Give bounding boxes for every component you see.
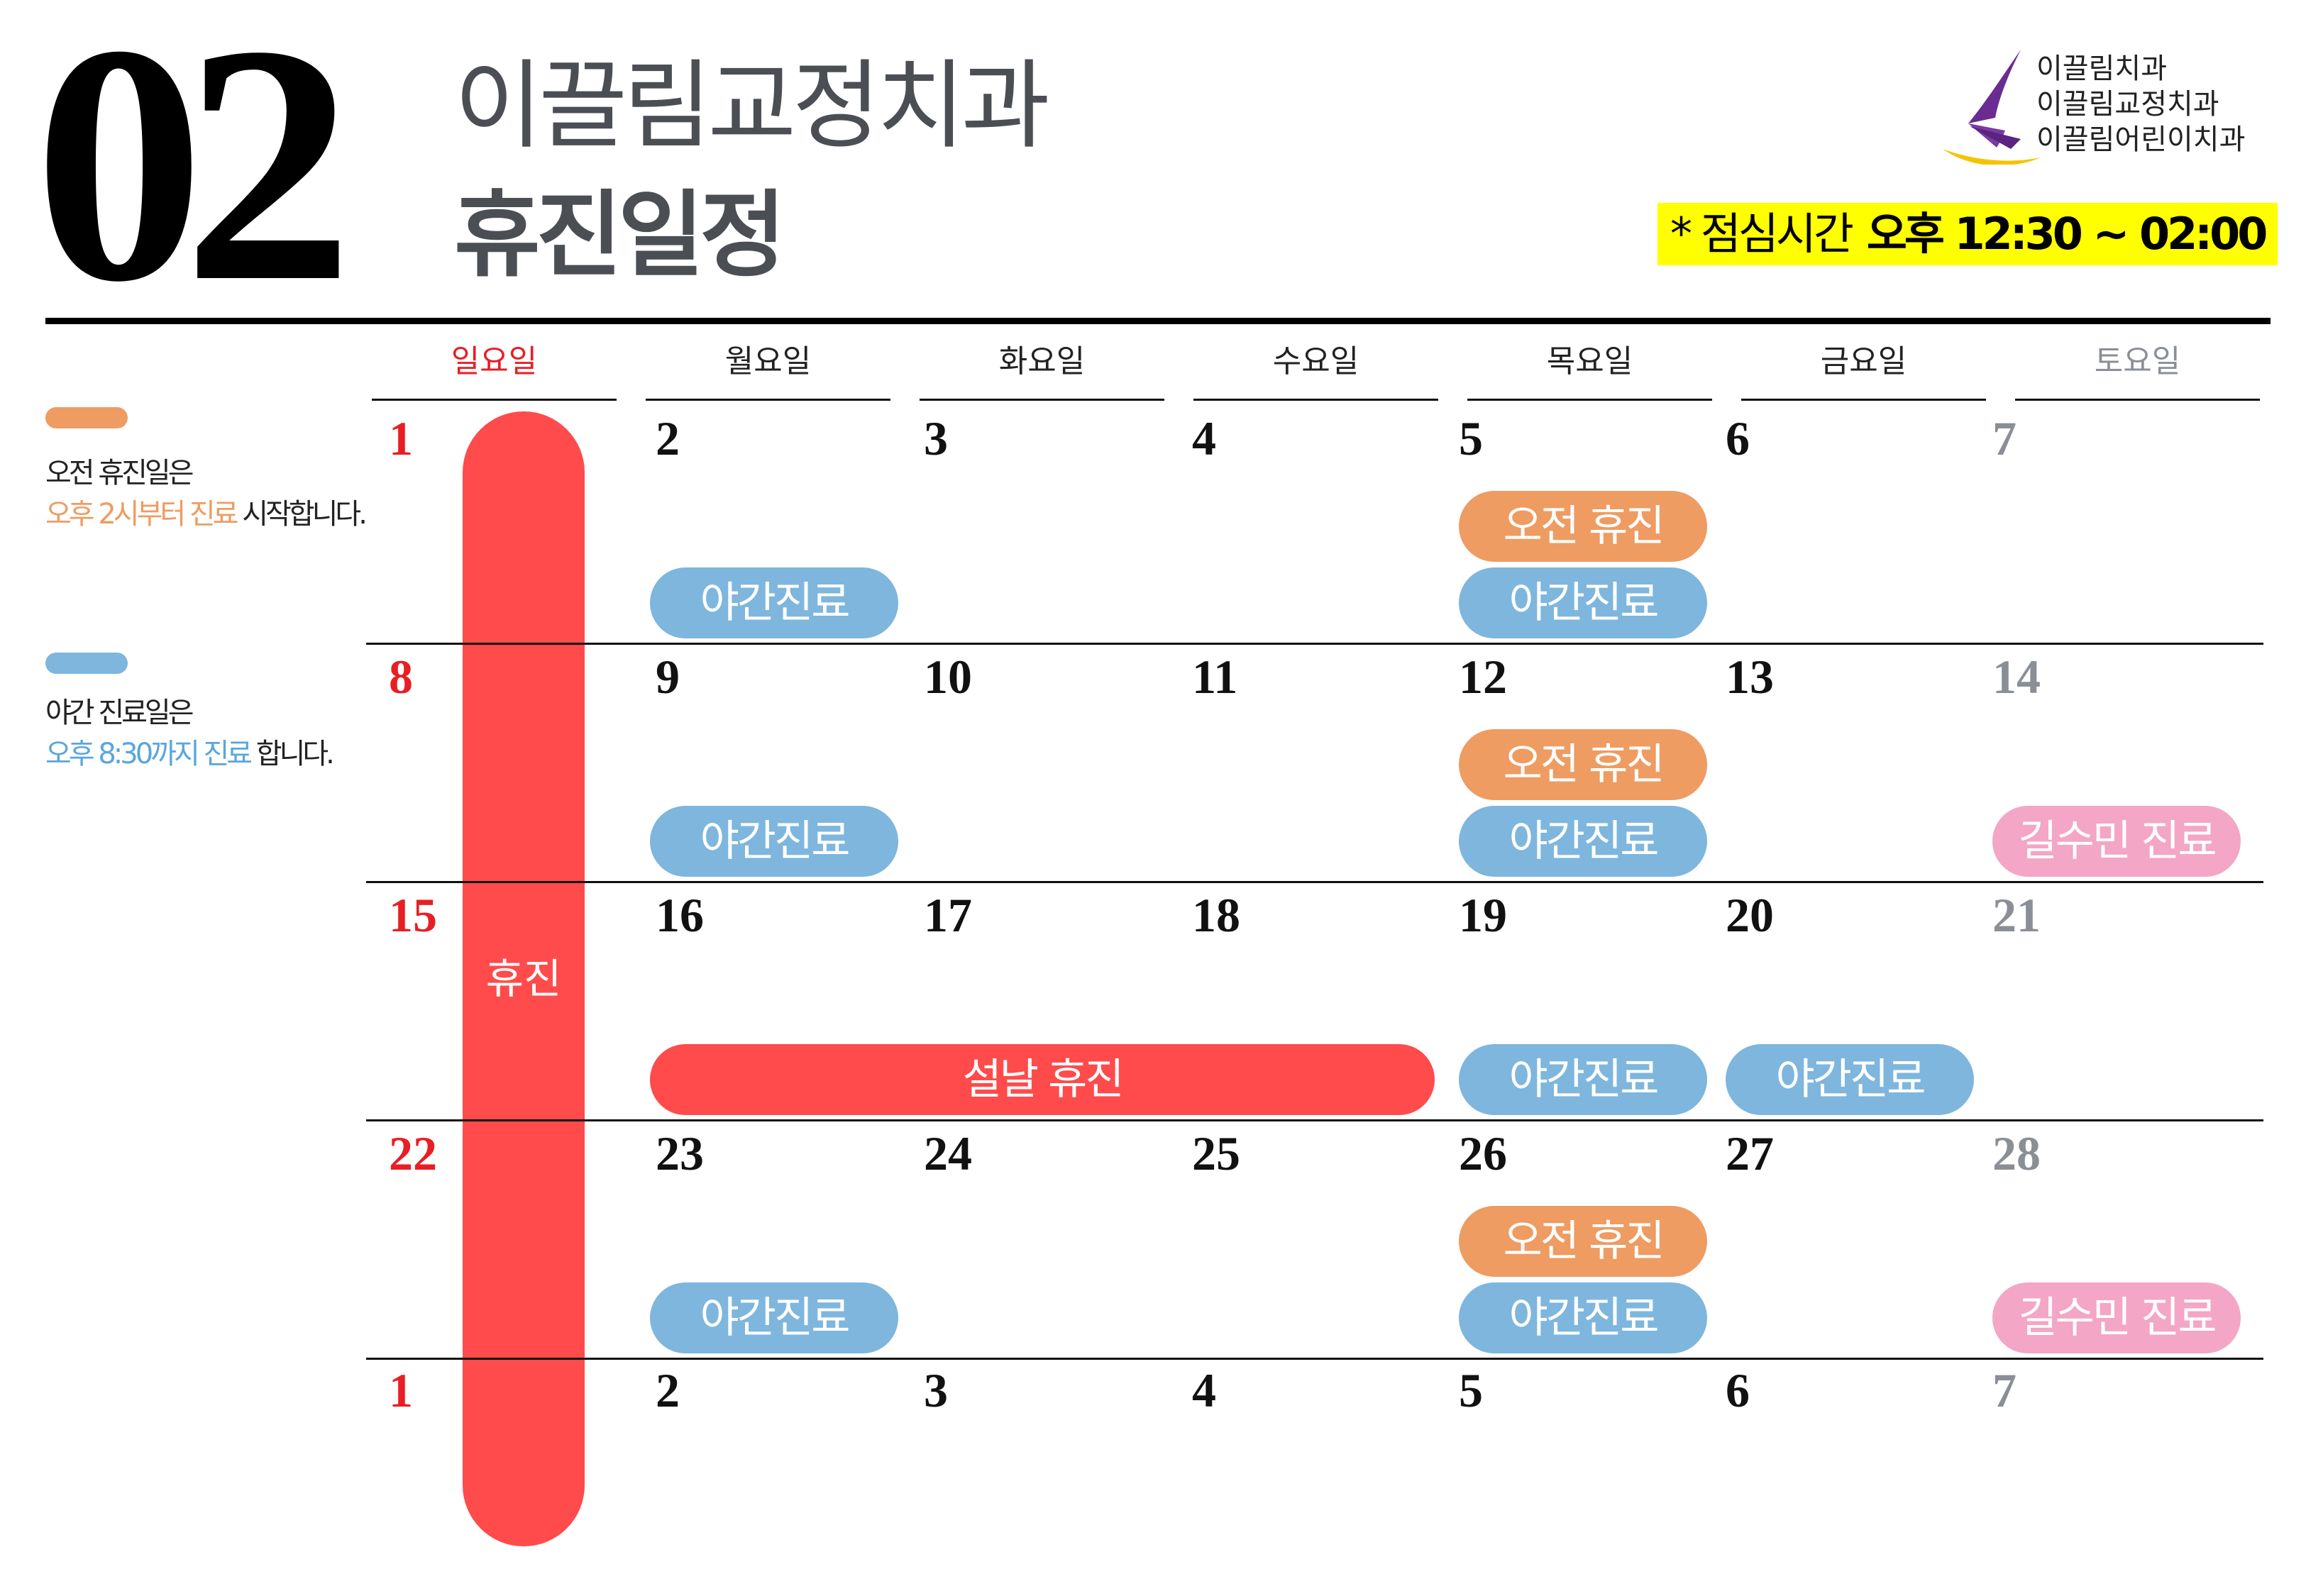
weekday-saturday: 토요일 xyxy=(2094,343,2181,379)
date-number: 24 xyxy=(924,1126,972,1180)
sunday-closed-label: 휴진 xyxy=(485,955,562,1003)
date-number: 2 xyxy=(656,1363,680,1417)
legend-line: 오전 휴진일은 xyxy=(45,457,194,489)
week-divider xyxy=(366,1358,2263,1360)
brand-name: 이끌림어린이치과 xyxy=(2036,123,2246,156)
date-number: 16 xyxy=(656,888,704,942)
sunday-closed-bar xyxy=(463,411,585,1546)
lunch-label: * 점심시간 xyxy=(1670,208,1854,260)
legend-morning-closed: 오전 휴진일은 오후 2시부터 진료 시작합니다. xyxy=(45,453,368,535)
event-pill-night-clinic: 야간진료 xyxy=(650,1282,898,1353)
event-pill-night-clinic: 야간진료 xyxy=(1459,806,1707,877)
lunch-time: 오후 12:30 ~ 02:00 xyxy=(1866,208,2268,260)
date-number: 1 xyxy=(389,411,413,465)
date-number: 28 xyxy=(1992,1126,2041,1180)
clinic-name: 이끌림교정치과 xyxy=(454,50,1050,162)
date-number: 14 xyxy=(1992,650,2041,704)
weekday-tuesday: 화요일 xyxy=(998,343,1086,379)
date-number: 6 xyxy=(1726,1363,1750,1417)
event-pill-night-clinic: 야간진료 xyxy=(650,806,898,877)
weekday-underline xyxy=(920,399,1164,401)
date-number: 22 xyxy=(389,1126,437,1180)
header-divider xyxy=(45,318,2271,324)
weekday-underline xyxy=(646,399,890,401)
event-pill-holiday-closed: 설날 휴진 xyxy=(650,1044,1435,1115)
weekday-friday: 금요일 xyxy=(1820,343,1907,379)
weekday-underline xyxy=(1741,399,1986,401)
event-pill-doctor-clinic: 길수민 진료 xyxy=(1992,806,2241,877)
date-number: 23 xyxy=(656,1126,704,1180)
week-divider xyxy=(366,1119,2263,1121)
date-number: 1 xyxy=(389,1363,413,1417)
lunch-time-banner: * 점심시간 오후 12:30 ~ 02:00 xyxy=(1657,203,2278,265)
date-number: 10 xyxy=(924,650,972,704)
weekday-underline xyxy=(2015,399,2260,401)
event-pill-morning-closed: 오전 휴진 xyxy=(1459,1206,1707,1277)
date-number: 7 xyxy=(1992,1363,2017,1417)
legend-swatch-morning-closed xyxy=(45,407,128,428)
legend-highlight: 오후 2시부터 진료 xyxy=(45,498,238,531)
weekday-underline xyxy=(1193,399,1438,401)
weekday-wednesday: 수요일 xyxy=(1272,343,1359,379)
event-pill-night-clinic: 야간진료 xyxy=(650,567,898,638)
date-number: 3 xyxy=(924,411,948,465)
date-number: 26 xyxy=(1459,1126,1507,1180)
legend-rest: 시작합니다. xyxy=(236,498,368,531)
date-number: 7 xyxy=(1992,411,2017,465)
date-number: 6 xyxy=(1726,411,1750,465)
month-number: 02 xyxy=(34,0,353,352)
date-number: 4 xyxy=(1192,411,1216,465)
date-number: 19 xyxy=(1459,888,1507,942)
legend-highlight: 오후 8:30까지 진료 xyxy=(45,738,253,770)
date-number: 8 xyxy=(389,650,413,704)
event-pill-night-clinic: 야간진료 xyxy=(1459,567,1707,638)
weekday-underline xyxy=(372,399,617,401)
date-number: 2 xyxy=(656,411,680,465)
brand-list: 이끌림치과 이끌림교정치과 이끌림어린이치과 xyxy=(2036,51,2245,157)
date-number: 13 xyxy=(1726,650,1774,704)
weekday-thursday: 목요일 xyxy=(1546,343,1633,379)
date-number: 5 xyxy=(1459,411,1483,465)
date-number: 17 xyxy=(924,888,972,942)
date-number: 18 xyxy=(1192,888,1240,942)
date-number: 9 xyxy=(656,650,680,704)
legend-swatch-night-clinic xyxy=(45,653,128,674)
weekday-sunday: 일요일 xyxy=(451,343,538,379)
brand-name: 이끌림교정치과 xyxy=(2036,88,2219,121)
brand-name: 이끌림치과 xyxy=(2036,52,2167,85)
weekday-underline xyxy=(1467,399,1712,401)
week-divider xyxy=(366,643,2263,645)
event-pill-night-clinic: 야간진료 xyxy=(1459,1044,1707,1115)
date-number: 12 xyxy=(1459,650,1507,704)
event-pill-night-clinic: 야간진료 xyxy=(1726,1044,1974,1115)
date-number: 5 xyxy=(1459,1363,1483,1417)
event-pill-morning-closed: 오전 휴진 xyxy=(1459,729,1707,800)
date-number: 11 xyxy=(1192,650,1238,704)
legend-rest: 합니다. xyxy=(250,738,335,770)
legend-line: 야간 진료일은 xyxy=(45,697,194,729)
date-number: 21 xyxy=(1992,888,2041,942)
event-pill-morning-closed: 오전 휴진 xyxy=(1459,491,1707,562)
event-pill-night-clinic: 야간진료 xyxy=(1459,1282,1707,1353)
date-number: 15 xyxy=(389,888,437,942)
week-divider xyxy=(366,881,2263,883)
date-number: 4 xyxy=(1192,1363,1216,1417)
legend-night-clinic: 야간 진료일은 오후 8:30까지 진료 합니다. xyxy=(45,692,335,775)
event-pill-doctor-clinic: 길수민 진료 xyxy=(1992,1282,2241,1353)
date-number: 20 xyxy=(1726,888,1774,942)
sail-logo-icon xyxy=(1943,50,2041,165)
date-number: 3 xyxy=(924,1363,948,1417)
date-number: 25 xyxy=(1192,1126,1240,1180)
schedule-title: 휴진일정 xyxy=(454,181,786,290)
weekday-monday: 월요일 xyxy=(724,343,812,379)
date-number: 27 xyxy=(1726,1126,1774,1180)
